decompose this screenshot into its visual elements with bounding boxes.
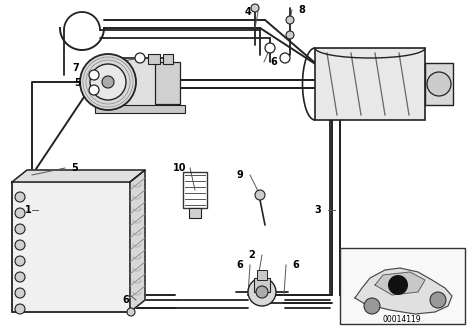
Text: 1: 1 [25,205,31,215]
Text: 9: 9 [237,170,243,180]
Circle shape [135,53,145,63]
Circle shape [90,64,126,100]
Text: 00014119: 00014119 [383,315,421,324]
Circle shape [15,240,25,250]
Circle shape [251,4,259,12]
Polygon shape [355,268,452,314]
Circle shape [364,298,380,314]
Text: 4: 4 [245,7,251,17]
Bar [340,248,465,324]
Circle shape [286,16,294,24]
Bar [155,62,180,104]
Circle shape [80,54,136,110]
Circle shape [256,286,268,298]
Text: 8: 8 [299,5,305,15]
Circle shape [427,72,451,96]
Text: 6: 6 [237,260,243,270]
Bar [257,270,267,280]
Circle shape [102,76,114,88]
Text: 7: 7 [73,63,79,73]
Circle shape [15,288,25,298]
Bar [100,58,165,108]
Text: 6: 6 [123,295,129,305]
Polygon shape [130,170,145,312]
Circle shape [89,70,99,80]
Circle shape [388,275,408,295]
Bar [95,105,185,113]
Circle shape [15,304,25,314]
Circle shape [15,224,25,234]
Circle shape [430,292,446,308]
Bar [12,182,130,312]
Circle shape [286,31,294,39]
Text: 5: 5 [74,78,82,88]
Polygon shape [375,272,425,295]
Bar [163,54,173,64]
Circle shape [248,278,276,306]
Circle shape [15,256,25,266]
Circle shape [89,85,99,95]
Circle shape [15,192,25,202]
Text: 6: 6 [271,57,277,67]
Circle shape [127,308,135,316]
Text: 5: 5 [72,163,78,173]
Bar [425,63,453,105]
Polygon shape [12,170,145,182]
Circle shape [265,43,275,53]
Text: 6: 6 [292,260,300,270]
Text: 3: 3 [315,205,321,215]
Circle shape [255,190,265,200]
Text: 2: 2 [249,250,255,260]
Text: 10: 10 [173,163,187,173]
Bar [183,172,207,208]
Circle shape [15,208,25,218]
Bar [189,208,201,218]
Circle shape [280,53,290,63]
Bar [315,48,425,120]
Circle shape [15,272,25,282]
Bar [254,278,270,292]
Bar [148,54,160,64]
